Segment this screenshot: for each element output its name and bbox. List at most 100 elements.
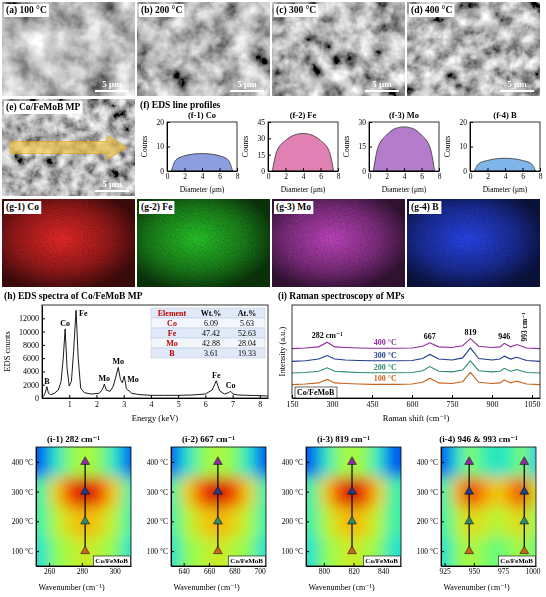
tick-label: 200 °C [417, 517, 438, 526]
heat-cell [36, 507, 49, 537]
area [474, 158, 535, 171]
map-noise [272, 199, 405, 287]
tick-mark [286, 168, 287, 171]
map-noise [137, 199, 270, 287]
peak-marker [81, 457, 90, 465]
tick-mark [167, 171, 170, 172]
heat-cell [530, 507, 536, 537]
heat-cell [171, 477, 180, 507]
sem-image [2, 99, 135, 196]
label-box [139, 4, 184, 17]
tick-mark [220, 168, 221, 171]
tick-mark [49, 563, 50, 566]
peak-marker [81, 487, 90, 495]
tick: 45 [258, 118, 272, 127]
tick-label: 150 [287, 400, 299, 409]
tick-label: 10 [157, 142, 165, 151]
tick-label: 400 °C [282, 458, 303, 467]
panel-title: (i-4) 946 & 993 cm⁻¹ [439, 434, 518, 444]
tick-label: 8 [539, 172, 543, 181]
axis: 12345678 [43, 395, 269, 409]
tick: 300 °C [282, 488, 309, 497]
tick-label: 0 [35, 394, 39, 403]
tick-label: 6000 [23, 354, 39, 363]
tick: 900 [487, 395, 499, 409]
peak-marker [213, 457, 222, 465]
plot-frame [306, 447, 401, 566]
tick-mark [42, 332, 45, 333]
tick-mark [540, 168, 541, 171]
tick-mark [321, 168, 322, 171]
tick: 6 [420, 168, 424, 181]
tick-label: 300 °C [417, 488, 438, 497]
tick-label: 6 [521, 172, 525, 181]
peak-marker [213, 487, 222, 495]
heat-cell [306, 507, 319, 537]
tick-label: 300 [327, 400, 339, 409]
axis-title: Intensity (a.u.) [277, 326, 287, 376]
heat-cell [122, 447, 131, 477]
panel-title: (i-3) 819 cm⁻¹ [317, 434, 370, 444]
heat-cell [359, 447, 373, 477]
tick-label: 3 [122, 400, 126, 409]
tick-label: 450 [367, 400, 379, 409]
tick-mark [124, 395, 125, 398]
plot-area [43, 310, 268, 396]
tick-mark [412, 395, 413, 398]
image-panel: (b) 200 °C5 μm [137, 2, 270, 96]
peak-label: Co [226, 381, 236, 390]
heat-cell [171, 536, 180, 566]
tick: 300 °C [147, 488, 174, 497]
map-panel: (g-2) Fe [137, 199, 270, 287]
label-box [4, 201, 41, 214]
tick-mark [36, 551, 39, 552]
axis-title: Wavenumber (cm⁻¹) [173, 583, 240, 592]
plot-area [441, 447, 536, 566]
tick-mark [42, 345, 45, 346]
heat-cell [107, 477, 122, 507]
peak-line [85, 462, 86, 551]
tick-label: 0 [166, 172, 170, 181]
peak-marker [520, 487, 529, 495]
tick: 820 [348, 563, 360, 576]
label-box [4, 101, 83, 114]
heat-cell [319, 477, 333, 507]
plot-frame [470, 122, 540, 171]
axis-line [36, 448, 37, 567]
panel-title: (i-2) 667 cm⁻¹ [182, 434, 235, 444]
tick-mark [268, 138, 271, 139]
heat-cell [504, 447, 518, 477]
tick-mark [474, 563, 475, 566]
map-ground [272, 199, 405, 287]
tick-mark [369, 147, 372, 148]
scale-bar [95, 190, 129, 192]
tick: 10000 [19, 328, 45, 337]
tick: 300 °C [417, 488, 444, 497]
axis: 100 °C200 °C300 °C400 °C [417, 448, 444, 567]
series-label: 200 °C [374, 363, 397, 372]
map-panel: (g-1) Co [2, 199, 135, 287]
tick: 100 °C [417, 547, 444, 556]
tick-label: 4 [201, 172, 205, 181]
tick: 8 [539, 168, 543, 181]
tick: 8 [438, 168, 442, 181]
tick-mark [338, 168, 339, 171]
axis: 100 °C200 °C300 °C400 °C [282, 448, 309, 567]
tick: 30 [359, 118, 373, 127]
tick: 0 [261, 167, 271, 176]
tick: 200 °C [282, 517, 309, 526]
axis-line [42, 306, 43, 399]
tick-label: 700 [255, 567, 267, 576]
tick-label: 8 [258, 400, 262, 409]
panel-title: (d) 400 °C [411, 5, 452, 16]
table-cell: Co [167, 319, 177, 328]
panel-title: (b) 200 °C [141, 5, 182, 16]
axis: 02468 [368, 168, 442, 181]
peak-label: 667 [424, 332, 436, 341]
tick-label: 4 [302, 172, 306, 181]
tick-label: 4 [149, 400, 153, 409]
plot-frame [171, 447, 266, 566]
panel-title: (f-2) Fe [290, 110, 317, 120]
sample-label: Co/FeMoB [297, 388, 335, 397]
tick-mark [439, 168, 440, 171]
